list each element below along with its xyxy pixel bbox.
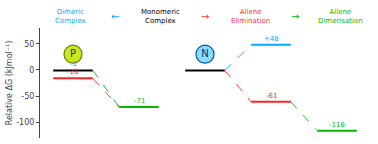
svg-text:AlleneElimination: AlleneElimination [231,8,270,25]
svg-text:-116: -116 [329,121,345,129]
svg-text:50: 50 [24,40,34,49]
svg-text:0: 0 [29,66,34,75]
svg-text:+48: +48 [264,35,279,43]
svg-text:Relative ΔG (kJmol⁻¹): Relative ΔG (kJmol⁻¹) [5,41,14,126]
svg-text:-1: -1 [70,60,77,68]
svg-text:MonomericComplex: MonomericComplex [141,8,180,25]
svg-text:-71: -71 [134,97,145,105]
svg-text:←: ← [111,11,119,22]
svg-text:AlleneDimerisation: AlleneDimerisation [318,8,363,25]
svg-text:→: → [291,11,299,22]
svg-text:→: → [201,11,209,22]
svg-text:-100: -100 [16,118,34,127]
svg-text:P: P [70,48,76,59]
svg-text:DimericComplex: DimericComplex [55,8,86,25]
svg-text:-50: -50 [21,92,34,101]
svg-text:-16: -16 [67,68,79,76]
svg-text:N: N [201,48,208,59]
svg-text:-61: -61 [266,92,277,100]
